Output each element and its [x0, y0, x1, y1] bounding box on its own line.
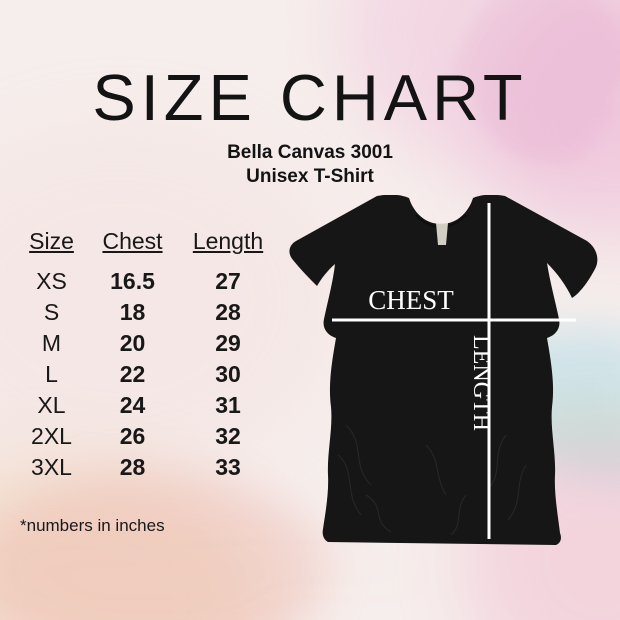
svg-text:LENGTH: LENGTH [468, 335, 494, 431]
svg-text:CHEST: CHEST [368, 285, 454, 315]
